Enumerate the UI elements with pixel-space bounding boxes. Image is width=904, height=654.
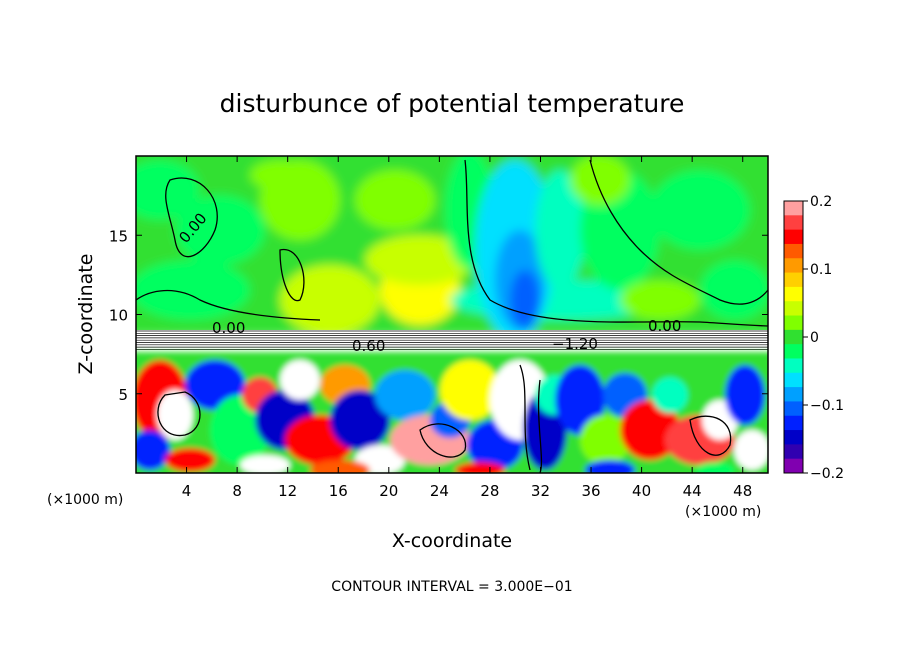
colorbar-swatch bbox=[784, 243, 803, 259]
x-tick-label: 20 bbox=[379, 482, 398, 500]
contour-lines bbox=[136, 159, 768, 473]
x-tick-label: 44 bbox=[683, 482, 702, 500]
x-tick-label: 48 bbox=[733, 482, 752, 500]
colorbar-swatch bbox=[784, 315, 803, 331]
colorbar-tick-label: −0.1 bbox=[810, 398, 844, 414]
x-unit-label-left: (×1000 m) bbox=[47, 492, 123, 508]
colorbar-swatch bbox=[784, 358, 803, 374]
colorbar-swatch bbox=[784, 344, 803, 359]
colorbar-swatch bbox=[784, 329, 803, 345]
colorbar-tick-label: 0.1 bbox=[810, 262, 832, 278]
x-axis-title: X-coordinate bbox=[392, 530, 512, 552]
colorbar-swatch bbox=[784, 301, 803, 317]
y-axis-ticks: 5 10 15 bbox=[109, 227, 768, 404]
colorbar-swatch bbox=[784, 272, 803, 288]
x-tick-label: 40 bbox=[632, 482, 651, 500]
colorbar-swatch bbox=[784, 258, 803, 274]
x-tick-label: 36 bbox=[581, 482, 600, 500]
colorbar bbox=[784, 201, 803, 474]
x-tick-label: 12 bbox=[278, 482, 297, 500]
colorbar-tick-label: −0.2 bbox=[810, 466, 844, 482]
x-unit-label-right: (×1000 m) bbox=[685, 504, 761, 520]
x-tick-label: 24 bbox=[430, 482, 449, 500]
colorbar-tick-label: 0 bbox=[810, 330, 819, 346]
colorbar-swatch bbox=[784, 401, 803, 417]
y-axis-title: Z-coordinate bbox=[75, 254, 97, 375]
contour-label: −1.20 bbox=[552, 335, 598, 353]
contour-label: 0.00 bbox=[648, 317, 681, 335]
chart-title: disturbunce of potential temperature bbox=[220, 89, 685, 118]
colorbar-swatch bbox=[784, 387, 803, 402]
colorbar-swatch bbox=[784, 229, 803, 245]
y-tick-label: 5 bbox=[118, 386, 128, 404]
y-tick-label: 15 bbox=[109, 227, 128, 245]
x-tick-label: 4 bbox=[182, 482, 192, 500]
contour-interval-note: CONTOUR INTERVAL = 3.000E−01 bbox=[331, 579, 572, 595]
x-tick-label: 28 bbox=[480, 482, 499, 500]
x-tick-label: 32 bbox=[531, 482, 550, 500]
contour-label: 0.60 bbox=[352, 337, 385, 355]
x-tick-label: 16 bbox=[329, 482, 348, 500]
colorbar-tick-label: 0.2 bbox=[810, 194, 832, 210]
colorbar-ticks: 0.2 0.1 0 −0.1 −0.2 bbox=[803, 194, 844, 482]
colorbar-swatch bbox=[784, 458, 803, 474]
colorbar-swatch bbox=[784, 372, 803, 388]
colorbar-swatch bbox=[784, 201, 803, 216]
x-tick-label: 8 bbox=[232, 482, 242, 500]
colorbar-swatch bbox=[784, 430, 803, 445]
y-tick-label: 10 bbox=[109, 307, 128, 325]
colorbar-swatch bbox=[784, 215, 803, 231]
heatmap-field bbox=[136, 156, 768, 473]
x-axis-ticks: 4 8 12 16 20 24 28 32 36 40 44 48 bbox=[182, 156, 752, 500]
colorbar-swatch bbox=[784, 415, 803, 431]
colorbar-swatch bbox=[784, 444, 803, 460]
colorbar-swatch bbox=[784, 286, 803, 302]
contour-label: 0.00 bbox=[212, 319, 245, 337]
plot-area bbox=[136, 156, 768, 473]
